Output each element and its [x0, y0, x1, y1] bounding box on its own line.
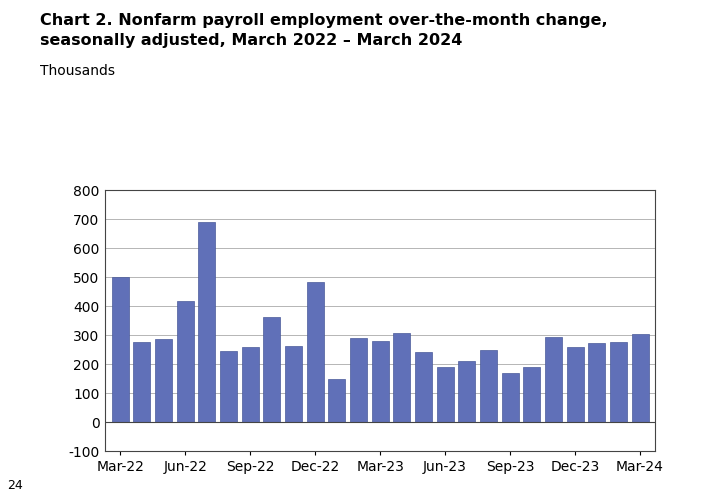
Bar — [589, 344, 605, 422]
Bar — [567, 347, 584, 422]
Bar — [111, 277, 129, 422]
Bar — [177, 301, 193, 422]
Bar — [155, 340, 172, 422]
Bar — [458, 361, 475, 422]
Bar — [371, 342, 389, 422]
Bar — [307, 283, 324, 422]
Bar — [545, 337, 562, 422]
Bar — [480, 350, 497, 422]
Text: Chart 2. Nonfarm payroll employment over-the-month change,: Chart 2. Nonfarm payroll employment over… — [40, 13, 607, 28]
Bar — [437, 367, 453, 422]
Bar — [220, 351, 237, 422]
Bar — [631, 334, 649, 422]
Text: seasonally adjusted, March 2022 – March 2024: seasonally adjusted, March 2022 – March … — [40, 33, 462, 48]
Text: 24: 24 — [7, 478, 23, 491]
Bar — [523, 367, 540, 422]
Text: Thousands: Thousands — [40, 64, 115, 78]
Bar — [350, 338, 367, 422]
Bar — [198, 222, 215, 422]
Bar — [393, 334, 411, 422]
Bar — [133, 342, 151, 422]
Bar — [328, 379, 345, 422]
Bar — [610, 342, 627, 422]
Bar — [415, 353, 432, 422]
Bar — [502, 373, 518, 422]
Bar — [264, 317, 280, 422]
Bar — [285, 347, 302, 422]
Bar — [242, 347, 258, 422]
